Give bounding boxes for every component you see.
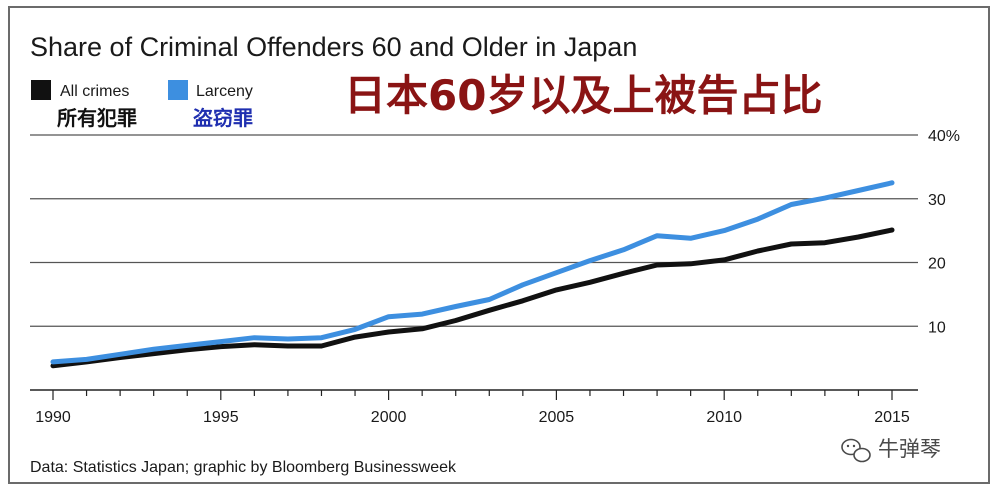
axes: 1990 1995 2000 2005 2010 2015	[30, 389, 918, 426]
legend-label-larceny: Larceny	[196, 83, 253, 100]
y-tick-label: 40%	[928, 128, 960, 145]
x-tick-label: 2005	[539, 409, 575, 426]
series-lines	[50, 180, 895, 369]
series-line-larceny	[50, 180, 895, 365]
watermark-text: 牛弹琴	[878, 437, 941, 461]
x-tick-label: 1995	[203, 409, 239, 426]
source-note: Data: Statistics Japan; graphic by Bloom…	[30, 459, 457, 476]
chinese-overlay-title: 日本60岁以及上被告占比	[344, 71, 822, 120]
x-tick-label: 1990	[35, 409, 71, 426]
y-tick-label: 20	[928, 256, 946, 273]
x-tick-label: 2000	[371, 409, 407, 426]
grid-lines: 40% 30 20 10	[30, 128, 960, 336]
wechat-icon	[841, 438, 871, 463]
legend-label-all-crimes-cn: 所有犯罪	[57, 106, 137, 130]
series-line-all-crimes	[50, 227, 895, 369]
x-tick-label: 2010	[706, 409, 742, 426]
legend-label-larceny-cn: 盗窃罪	[193, 106, 253, 130]
y-tick-label: 10	[928, 319, 946, 336]
y-tick-label: 30	[928, 192, 946, 209]
legend-swatch-larceny	[168, 80, 188, 100]
legend-swatch-all-crimes	[31, 80, 51, 100]
legend-label-all-crimes: All crimes	[60, 83, 129, 100]
chart-title: Share of Criminal Offenders 60 and Older…	[30, 32, 637, 62]
x-tick-label: 2015	[874, 409, 910, 426]
